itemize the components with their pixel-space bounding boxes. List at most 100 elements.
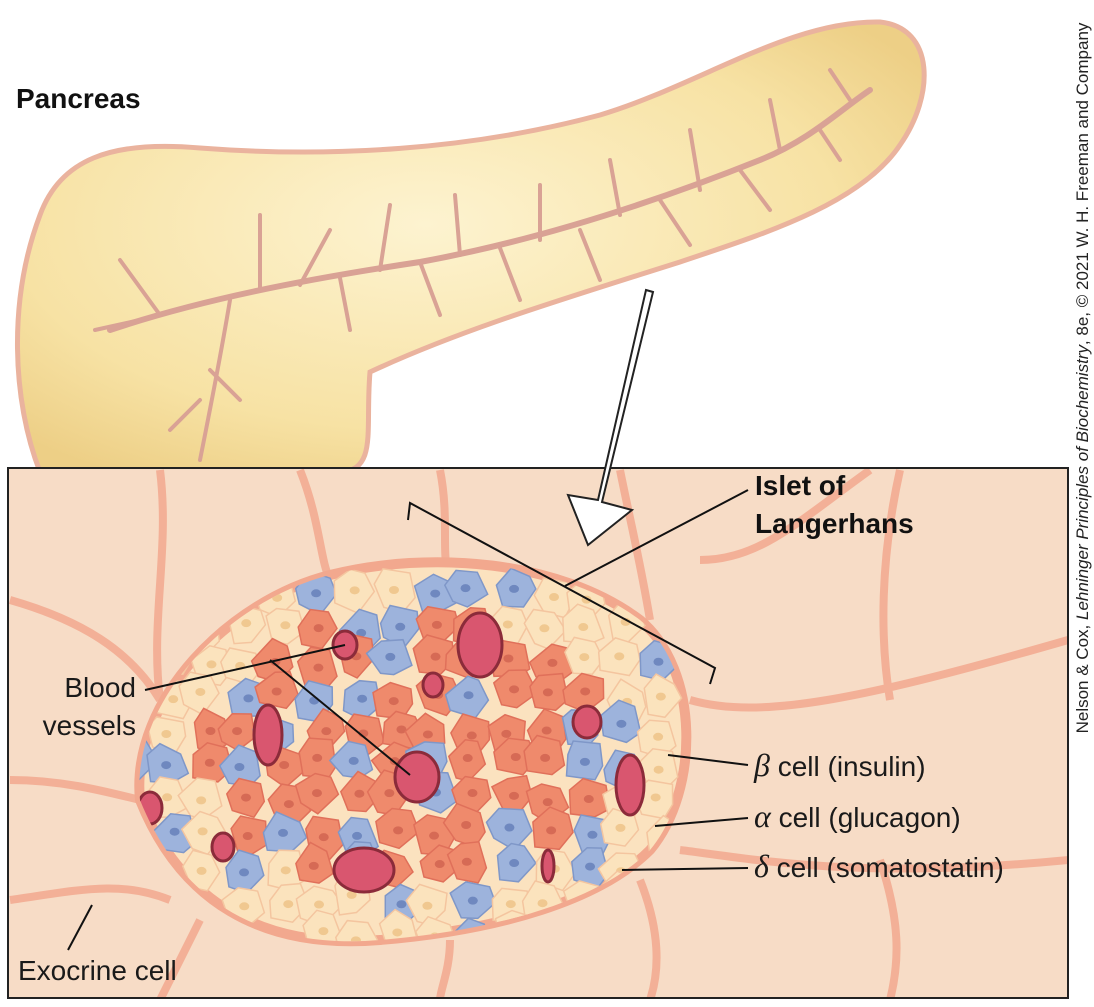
blood-vessel [614, 753, 646, 817]
cell-nucleus [461, 821, 472, 830]
cell-nucleus [356, 628, 367, 637]
cell-nucleus [196, 866, 207, 875]
cell-nucleus [350, 936, 361, 942]
cell-nucleus [422, 901, 433, 910]
cell-nucleus [309, 696, 320, 705]
cell-nucleus [206, 660, 217, 669]
cell-nucleus [653, 765, 664, 774]
cell-nucleus [205, 727, 216, 736]
cell-nucleus [616, 719, 627, 728]
cell-nucleus [463, 691, 474, 700]
exocrine-tissue [9, 469, 1067, 997]
alpha-symbol: α [754, 798, 772, 834]
alpha-text: cell (glucagon) [779, 802, 961, 833]
blood-vessel-leader [144, 644, 411, 776]
cell-nucleus [466, 731, 477, 740]
islet-leader [564, 489, 749, 587]
islet-label: Langerhans [755, 508, 914, 539]
cell-nucleus [396, 900, 407, 909]
cell-nucleus [549, 593, 560, 602]
cell-nucleus [579, 653, 590, 662]
cell-nucleus [503, 654, 514, 663]
blood-vessel [456, 611, 504, 679]
cell-nucleus [392, 928, 403, 937]
cell-nucleus [197, 827, 208, 836]
cell-nucleus [348, 756, 359, 765]
cell-nucleus [422, 730, 433, 739]
delta-symbol: δ [754, 848, 770, 884]
exocrine-leader [67, 904, 93, 951]
cell-nucleus [509, 584, 520, 593]
credit-authors: Nelson & Cox, [1073, 620, 1092, 733]
blood-vessel [210, 831, 236, 863]
cell-nucleus [239, 902, 250, 911]
cell-nucleus [280, 621, 291, 630]
pancreatic-ducts [93, 68, 873, 462]
cell-nucleus [352, 831, 363, 840]
cell-nucleus [389, 586, 400, 595]
cell-nucleus [196, 796, 207, 805]
cell-nucleus [239, 868, 250, 877]
cell-nucleus [462, 754, 473, 763]
credit-book: Lehninger Principles of Biochemistry [1073, 344, 1092, 620]
cell-nucleus [195, 687, 206, 696]
cell-nucleus [502, 620, 513, 629]
cell-nucleus [308, 861, 319, 870]
blood-vessel [540, 848, 556, 884]
cell-nucleus [346, 890, 357, 899]
cell-nucleus [614, 652, 625, 661]
cell-nucleus [278, 828, 289, 837]
cell-nucleus [587, 830, 598, 839]
cell-nucleus [393, 826, 404, 835]
cell-nucleus [509, 791, 520, 800]
islet-bracket [407, 501, 717, 685]
delta-text: cell (somatostatin) [777, 852, 1004, 883]
cell-nucleus [283, 800, 294, 809]
cell-nucleus [585, 862, 596, 871]
cell-nucleus [321, 727, 332, 736]
cell-nucleus [318, 833, 329, 842]
cell-nucleus [434, 860, 445, 869]
cell-nucleus [546, 826, 557, 835]
cell-nucleus [539, 624, 550, 633]
beta-symbol: β [753, 747, 770, 783]
cell-nucleus [241, 619, 252, 628]
cell-nucleus [501, 729, 512, 738]
cell-nucleus [314, 900, 325, 909]
cell-nucleus [467, 896, 478, 905]
cell-nucleus [283, 900, 294, 909]
cell-nucleus [541, 726, 552, 735]
cell-nucleus [395, 622, 406, 631]
cell-nucleus [242, 832, 253, 841]
cell-nucleus [168, 695, 179, 704]
cell-nucleus [204, 758, 215, 767]
cell-nucleus [241, 793, 252, 802]
pancreas [14, 19, 927, 475]
cell-nucleus [429, 831, 440, 840]
cell-nucleus [460, 584, 471, 593]
cell-nucleus [280, 866, 291, 875]
cell-nucleus [583, 795, 594, 804]
cell-nucleus [396, 725, 407, 734]
cell-nucleus [162, 793, 173, 802]
cell-nucleus [547, 658, 558, 667]
cell-nucleus [357, 694, 368, 703]
cell-nucleus [385, 652, 396, 661]
cell-nucleus [232, 727, 243, 736]
cell-nucleus [313, 663, 324, 672]
alpha-cell-label: α cell (glucagon) [754, 798, 961, 834]
cell-nucleus [311, 789, 322, 798]
cell-nucleus [505, 900, 516, 909]
cell-nucleus [271, 687, 282, 696]
zoom-arrow [566, 288, 655, 547]
cell-nucleus [615, 823, 626, 832]
blood-vessel [571, 704, 603, 740]
cell-nucleus [431, 620, 442, 629]
exocrine-label: Exocrine cell [18, 955, 177, 986]
cell-nucleus [312, 753, 323, 762]
cell-nucleus [510, 753, 521, 762]
blood-vessels-label: vessels [43, 710, 136, 741]
cell-nucleus [578, 623, 589, 632]
cell-nucleus [318, 927, 329, 936]
